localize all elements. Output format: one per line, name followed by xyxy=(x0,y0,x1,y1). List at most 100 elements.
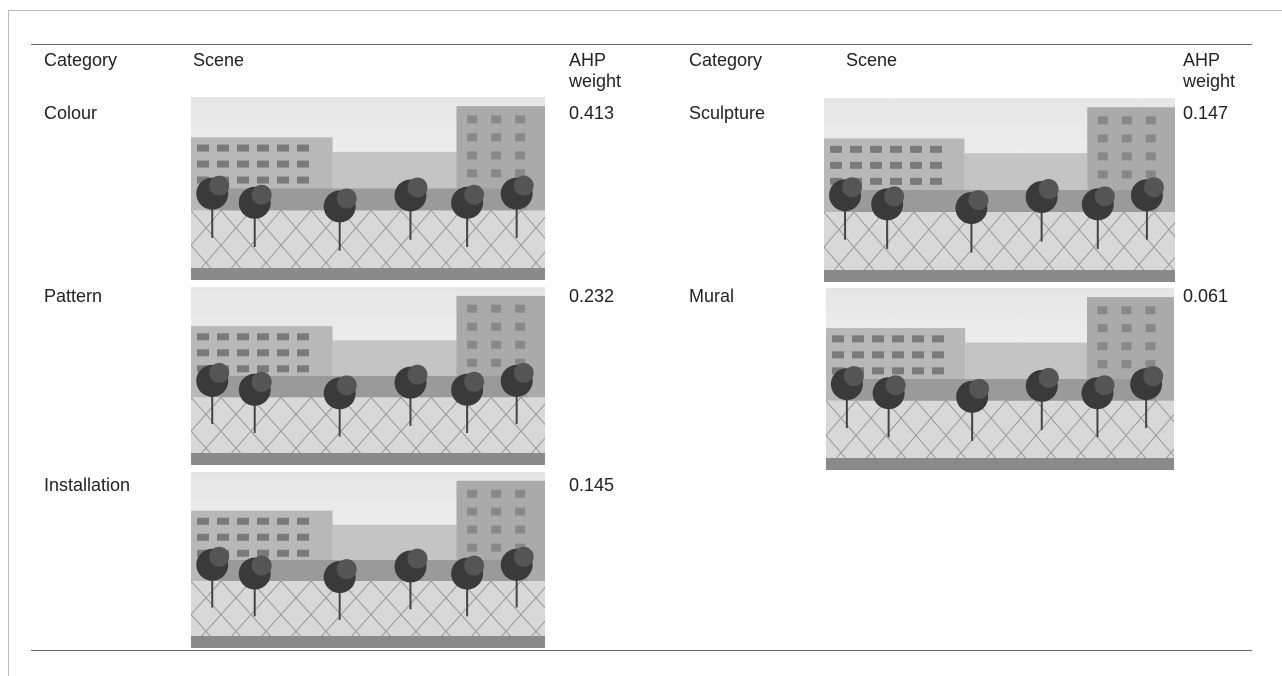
weight: 0.145 xyxy=(569,475,615,495)
window xyxy=(892,351,904,359)
weight: 0.232 xyxy=(569,286,615,306)
paving xyxy=(191,397,222,432)
window xyxy=(491,133,502,142)
window xyxy=(890,177,902,185)
window xyxy=(237,517,249,525)
window xyxy=(1097,306,1108,315)
window xyxy=(872,335,884,343)
weight: 0.413 xyxy=(569,103,615,123)
window xyxy=(830,161,842,169)
tree-crown xyxy=(1143,366,1164,387)
weight: 0.061 xyxy=(1183,286,1229,306)
tree-crown xyxy=(1038,179,1059,200)
window xyxy=(297,549,309,557)
window xyxy=(1121,342,1132,351)
window xyxy=(515,133,526,142)
header: AHP weight xyxy=(1183,50,1236,91)
window xyxy=(297,160,309,168)
window xyxy=(491,507,502,516)
window xyxy=(515,304,526,313)
tree-crown xyxy=(464,184,485,205)
window xyxy=(1145,306,1156,315)
window xyxy=(277,533,289,541)
window xyxy=(217,517,229,525)
window xyxy=(257,533,269,541)
tree-crown xyxy=(884,186,905,207)
window xyxy=(277,176,289,184)
window xyxy=(257,549,269,557)
paving xyxy=(520,210,545,240)
category: Mural xyxy=(689,286,735,306)
wall xyxy=(208,188,528,211)
window xyxy=(892,335,904,343)
scene-image xyxy=(191,472,545,648)
window xyxy=(297,517,309,525)
window xyxy=(832,335,844,343)
tree-crown xyxy=(1094,186,1115,207)
window xyxy=(491,304,502,313)
window xyxy=(491,489,502,498)
window xyxy=(197,144,209,152)
window xyxy=(1097,360,1108,369)
tree-crown xyxy=(336,188,357,209)
tree-crown xyxy=(513,362,534,383)
window xyxy=(467,133,478,142)
window xyxy=(515,507,526,516)
window xyxy=(930,145,942,153)
paving xyxy=(520,397,545,426)
weight: 0.147 xyxy=(1183,103,1229,123)
paving xyxy=(191,210,222,246)
wall xyxy=(208,376,528,398)
window xyxy=(1145,342,1156,351)
window xyxy=(277,365,289,373)
window xyxy=(277,549,289,557)
window xyxy=(850,161,862,169)
window xyxy=(237,549,249,557)
window xyxy=(197,176,209,184)
window xyxy=(467,151,478,160)
category: Colour xyxy=(44,103,98,123)
window xyxy=(932,367,944,375)
window xyxy=(237,349,249,357)
window xyxy=(217,160,229,168)
tree-crown xyxy=(336,559,357,580)
tree-crown xyxy=(1094,375,1115,396)
window xyxy=(277,160,289,168)
tree-crown xyxy=(842,177,863,198)
window xyxy=(467,340,478,349)
tree-crown xyxy=(1038,367,1059,388)
window xyxy=(257,176,269,184)
window xyxy=(1145,324,1156,333)
window xyxy=(467,525,478,534)
window xyxy=(515,525,526,534)
window xyxy=(515,358,526,367)
window xyxy=(912,367,924,375)
window xyxy=(277,349,289,357)
window xyxy=(1121,324,1132,333)
scene-image xyxy=(191,97,545,280)
window xyxy=(257,349,269,357)
tree-crown xyxy=(1143,177,1164,198)
window xyxy=(830,177,842,185)
tree-crown xyxy=(251,371,272,392)
window xyxy=(890,145,902,153)
tree-crown xyxy=(843,366,864,387)
window xyxy=(467,489,478,498)
window xyxy=(515,340,526,349)
window xyxy=(257,160,269,168)
scene-image xyxy=(824,98,1175,282)
window xyxy=(930,177,942,185)
window xyxy=(467,304,478,313)
header: Category xyxy=(689,50,763,70)
window xyxy=(870,145,882,153)
tree-crown xyxy=(251,555,272,576)
category: Sculpture xyxy=(689,103,766,123)
tree-crown xyxy=(209,362,230,383)
window xyxy=(852,335,864,343)
category: Installation xyxy=(44,475,131,495)
window xyxy=(297,144,309,152)
paving xyxy=(191,580,222,616)
window xyxy=(197,533,209,541)
window xyxy=(297,176,309,184)
window xyxy=(1097,152,1108,161)
